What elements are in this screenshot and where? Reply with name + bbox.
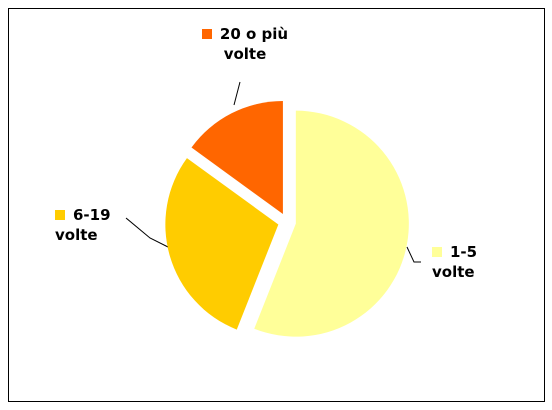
slice-label: 1-5 volte bbox=[432, 242, 512, 282]
leader-line bbox=[406, 246, 421, 263]
label-text: 20 o più volte bbox=[219, 25, 289, 63]
legend-swatch bbox=[55, 210, 65, 220]
leader-line bbox=[233, 81, 241, 106]
slice-label: 6-19 volte bbox=[55, 205, 145, 245]
slice-label: 20 o più volte bbox=[185, 24, 305, 64]
label-text: 6-19 volte bbox=[55, 206, 111, 244]
legend-swatch bbox=[432, 247, 442, 257]
pie-slice bbox=[254, 110, 409, 337]
legend-swatch bbox=[201, 29, 212, 39]
label-text: 1-5 volte bbox=[432, 243, 478, 281]
pie-slice bbox=[165, 158, 279, 330]
pie-slice bbox=[191, 100, 283, 214]
leader-line bbox=[125, 217, 171, 249]
